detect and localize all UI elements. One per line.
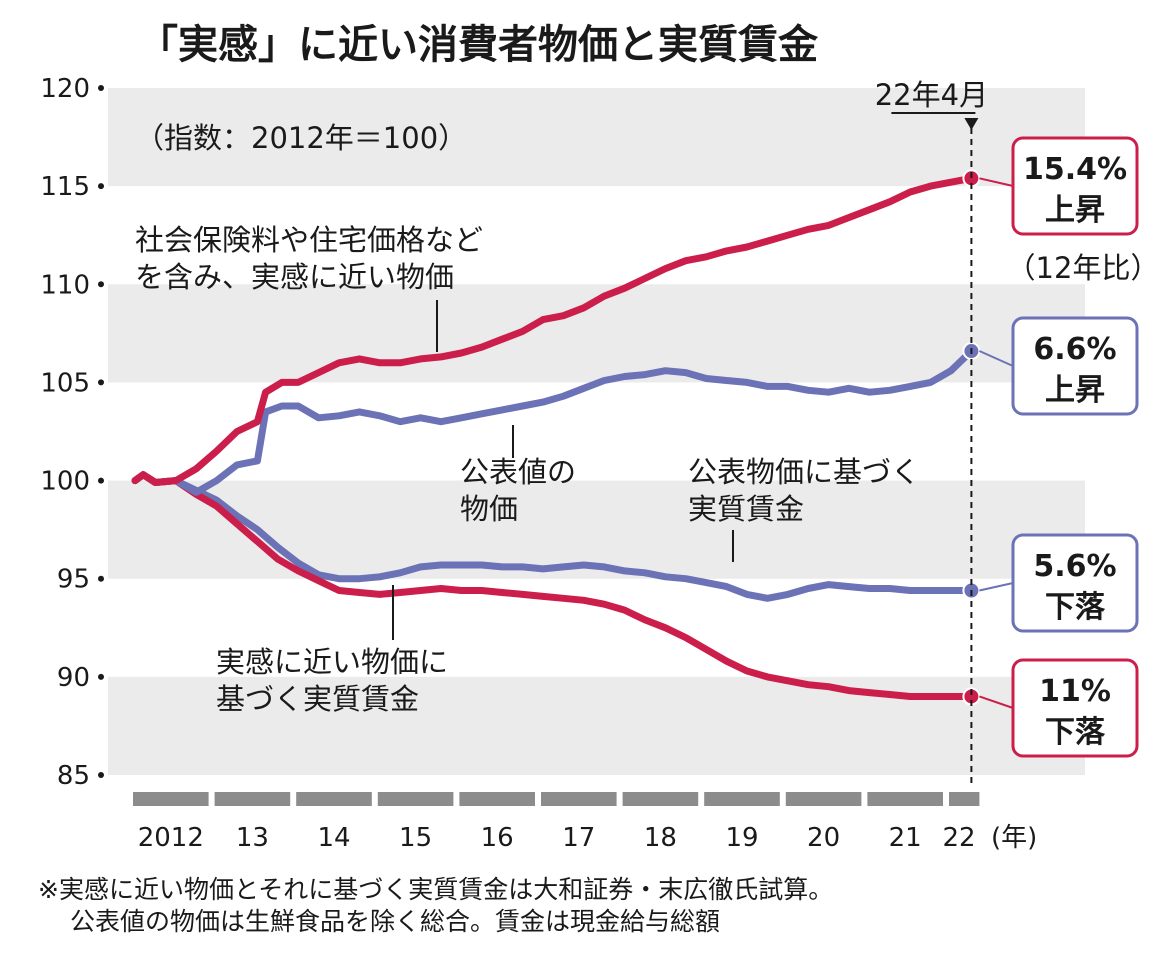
y-tick-label: 120 [40, 74, 90, 104]
x-unit-label: (年) [991, 823, 1037, 853]
series-line [131, 174, 975, 486]
badge-connector [979, 582, 1014, 592]
end-badge-value: 11% [1039, 674, 1111, 709]
annotation-text: 物価 [460, 492, 518, 526]
y-tick-label: 85 [57, 761, 90, 791]
x-axis-segment [541, 792, 617, 806]
badge-connector [978, 350, 1014, 367]
chart-title: 「実感」に近い消費者物価と実質賃金 [138, 22, 819, 68]
x-tick-label: 20 [807, 823, 840, 853]
y-tick-dot [98, 379, 104, 386]
end-badge [1011, 136, 1139, 236]
y-tick-label: 95 [57, 565, 90, 595]
x-tick-label: 21 [889, 823, 922, 853]
y-tick-dot [98, 772, 104, 778]
x-tick-label: 16 [481, 823, 514, 853]
x-axis-segment [214, 792, 291, 806]
y-tick-label: 115 [40, 172, 90, 202]
x-axis-segment [949, 792, 980, 806]
annotation-text: 実感に近い物価に [216, 645, 448, 679]
badge-connector [979, 695, 1014, 709]
x-tick-label: 22 [942, 823, 975, 853]
series-line [131, 347, 975, 496]
series-line [131, 471, 975, 700]
marker-arrow [964, 118, 979, 130]
end-badge [1011, 533, 1139, 633]
end-badge-direction: 上昇 [1045, 373, 1105, 408]
y-tick-dot [98, 477, 104, 484]
y-tick-dot [98, 85, 104, 91]
end-badge-value: 5.6% [1033, 549, 1116, 584]
annotation-text: 基づく実質賃金 [216, 682, 419, 716]
x-axis-segment [133, 792, 209, 806]
end-badge [1011, 316, 1139, 416]
grid-band [108, 88, 1085, 187]
footnote-line-1: ※実感に近い物価とそれに基づく実質賃金は大和証券・末広徹氏試算。 [38, 875, 833, 904]
x-tick-label: 18 [644, 823, 677, 853]
footnote-line-2: 公表値の物価は生鮮食品を除く総合。賃金は現金給与総額 [70, 907, 720, 936]
annotation-text: 社会保険料や住宅価格など [135, 223, 483, 257]
annotation-text: 公表値の [460, 455, 576, 489]
x-axis-segment [704, 792, 780, 806]
grid-band [108, 480, 1085, 579]
end-badge-note: （12年比） [1007, 251, 1160, 285]
y-tick-label: 100 [40, 467, 90, 497]
annotation-text: を含み、実感に近い物価 [135, 260, 454, 294]
y-tick-label: 110 [40, 270, 90, 300]
end-badge-direction: 上昇 [1045, 193, 1105, 228]
chart-subtitle: （指数：2012年＝100） [135, 121, 467, 155]
y-tick-dot [98, 575, 104, 582]
x-tick-label: 13 [236, 823, 269, 853]
x-tick-label: 14 [317, 823, 350, 853]
y-tick-label: 105 [40, 368, 90, 398]
series-line [131, 471, 975, 602]
x-axis-segment [867, 792, 943, 806]
end-badge-value: 15.4% [1023, 152, 1127, 187]
end-badge-value: 6.6% [1033, 332, 1116, 367]
y-tick-dot [98, 183, 104, 190]
end-badge-direction: 下落 [1045, 590, 1106, 625]
x-axis-segment [622, 792, 699, 806]
x-axis-segment [296, 792, 372, 806]
x-tick-label: 17 [562, 823, 595, 853]
x-axis-segment [459, 792, 535, 806]
x-tick-label: 19 [725, 823, 758, 853]
x-axis-segment [377, 792, 454, 806]
y-tick-dot [98, 281, 104, 288]
y-tick-dot [98, 673, 104, 680]
y-tick-label: 90 [57, 663, 90, 693]
x-tick-label: 2012 [138, 823, 204, 853]
marker-label: 22年4月 [875, 78, 988, 112]
end-badge-direction: 下落 [1045, 715, 1106, 750]
badge-connector [979, 177, 1014, 187]
x-axis-segment [785, 792, 862, 806]
end-badge [1011, 658, 1139, 758]
x-tick-label: 15 [399, 823, 432, 853]
annotation-text: 実質賃金 [688, 492, 804, 526]
annotation-text: 公表物価に基づく [688, 455, 920, 489]
